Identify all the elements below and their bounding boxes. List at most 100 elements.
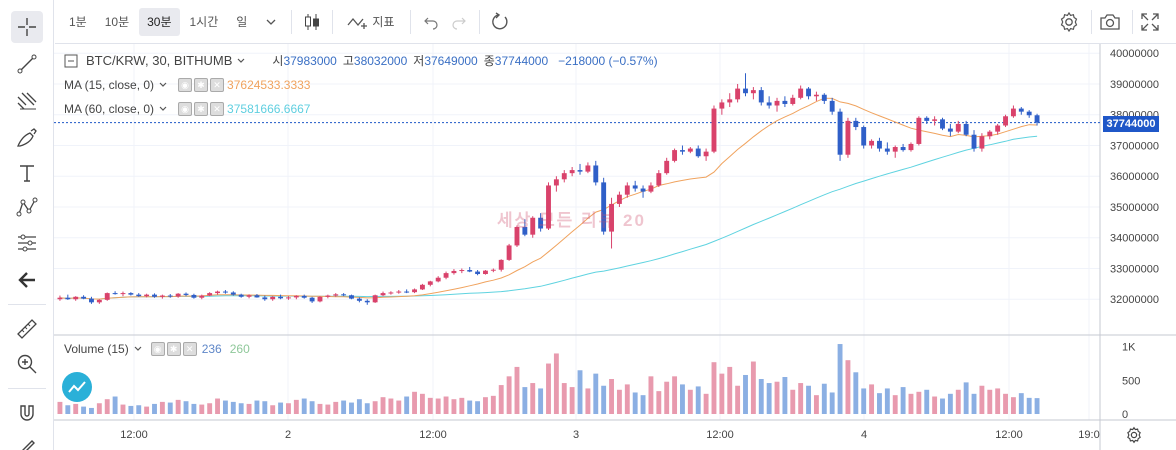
brush-icon[interactable] <box>11 122 43 154</box>
candle <box>435 276 441 283</box>
close-icon[interactable]: ✕ <box>210 78 225 92</box>
candle <box>963 120 969 137</box>
candle <box>120 291 126 297</box>
volume-bar <box>396 400 402 414</box>
chevron-down-icon[interactable] <box>133 344 143 354</box>
ruler-icon[interactable] <box>11 313 43 345</box>
redo-icon[interactable] <box>445 8 473 36</box>
pencil-lock-icon[interactable] <box>11 430 43 450</box>
volume-bar <box>947 393 953 414</box>
candle <box>293 295 299 300</box>
volume-bar <box>672 376 678 414</box>
candle-body <box>664 160 670 174</box>
settings-gear-icon[interactable] <box>1055 8 1083 36</box>
candle <box>601 177 607 235</box>
candle-body <box>569 170 575 174</box>
candle-style-icon[interactable] <box>298 8 326 36</box>
chevron-down-icon[interactable] <box>236 56 246 66</box>
volume-bar <box>404 396 410 414</box>
gear-icon[interactable]: ✱ <box>194 78 209 92</box>
candle <box>467 266 473 273</box>
candle <box>506 243 512 261</box>
zoom-in-icon[interactable] <box>11 348 43 380</box>
camera-icon[interactable] <box>1096 8 1124 36</box>
volume-bar <box>916 391 922 414</box>
candle <box>159 294 165 299</box>
fib-retracement-icon[interactable] <box>11 85 43 117</box>
eye-icon[interactable]: ◉ <box>178 78 193 92</box>
indicators-button[interactable]: 지표 <box>339 8 402 36</box>
interval-1m-button[interactable]: 1분 <box>69 15 87 29</box>
ma15-label: MA (15, close, 0) <box>64 78 155 92</box>
gear-icon[interactable]: ✱ <box>194 102 209 116</box>
volume-bar <box>924 389 930 414</box>
arrow-back-icon[interactable] <box>11 264 43 296</box>
time-tick-label: 12:00 <box>419 429 447 441</box>
crosshair-icon[interactable] <box>11 11 43 43</box>
candle <box>112 291 118 295</box>
candle-body <box>1018 108 1024 112</box>
eye-icon[interactable]: ◉ <box>178 102 193 116</box>
volume-bar <box>892 395 898 414</box>
time-tick-label: 2 <box>285 429 291 441</box>
candle <box>908 142 914 152</box>
undo-icon[interactable] <box>417 8 445 36</box>
candle <box>73 296 79 301</box>
volume-bar <box>144 406 150 414</box>
close-icon[interactable]: ✕ <box>182 342 197 356</box>
close-icon[interactable]: ✕ <box>210 102 225 116</box>
candle-body <box>333 294 339 296</box>
collapse-icon[interactable] <box>64 54 78 68</box>
gear-icon[interactable]: ✱ <box>166 342 181 356</box>
candle <box>89 296 94 304</box>
candle-body <box>112 293 118 295</box>
candle-body <box>877 140 882 149</box>
volume-bar <box>333 401 339 414</box>
candle-body <box>861 127 867 146</box>
volume-bar <box>490 395 496 414</box>
chevron-down-icon[interactable] <box>257 8 285 36</box>
volume-bar <box>758 379 764 414</box>
text-tool-icon[interactable] <box>11 157 43 189</box>
candle <box>995 123 1001 135</box>
volume-bar <box>81 406 87 414</box>
interval-day-button[interactable]: 일 <box>236 15 248 29</box>
candle-body <box>57 297 63 300</box>
candle <box>719 99 725 115</box>
volume-bar <box>656 391 662 414</box>
volume-bar <box>199 404 205 414</box>
interval-1h-button[interactable]: 1시간 <box>189 15 219 29</box>
candle <box>782 96 788 108</box>
candle <box>498 259 504 272</box>
reset-icon[interactable] <box>486 8 514 36</box>
chart-canvas[interactable]: 4000000039000000380000003700000036000000… <box>54 44 1176 450</box>
candle-body <box>412 289 417 293</box>
interval-10m-button[interactable]: 10분 <box>104 15 130 29</box>
volume-bar <box>995 388 1001 414</box>
toolbar-divider <box>410 9 412 34</box>
candle <box>1034 113 1040 126</box>
eye-icon[interactable]: ◉ <box>150 342 165 356</box>
candle-body <box>546 185 551 229</box>
pattern-icon[interactable] <box>11 192 43 224</box>
volume-bar <box>262 401 268 414</box>
chevron-down-icon[interactable] <box>158 104 168 114</box>
trend-line-icon[interactable] <box>11 48 43 80</box>
chevron-down-icon[interactable] <box>158 80 168 90</box>
prediction-icon[interactable] <box>11 227 43 259</box>
volume-tick-label: 1K <box>1122 342 1136 354</box>
interval-30m-button[interactable]: 30분 <box>139 7 180 36</box>
candle <box>364 299 370 305</box>
volume-bar <box>309 401 315 414</box>
candle-body <box>1003 116 1008 126</box>
volume-bar <box>207 403 213 414</box>
candle-body <box>900 147 906 151</box>
candle-body <box>680 150 685 152</box>
price-tick-label: 37000000 <box>1110 140 1159 152</box>
fullscreen-icon[interactable] <box>1136 8 1164 36</box>
volume-bar <box>884 388 890 414</box>
candle-body <box>750 90 756 94</box>
chart-settings-gear-icon[interactable] <box>1122 424 1146 446</box>
candle-body <box>1026 111 1032 116</box>
magnet-icon[interactable] <box>11 398 43 430</box>
